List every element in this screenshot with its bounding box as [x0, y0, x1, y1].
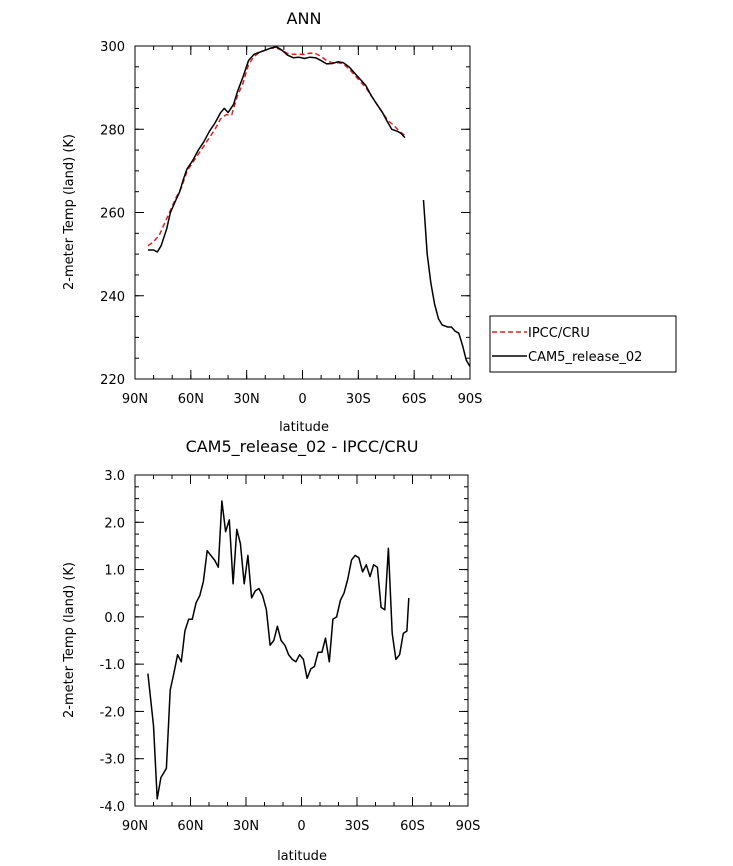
- y-tick-label: -2.0: [100, 705, 125, 720]
- panel-title: ANN: [287, 9, 322, 28]
- panel-title: CAM5_release_02 - IPCC/CRU: [186, 437, 419, 457]
- plot-frame: [134, 45, 471, 380]
- x-tick-label: 30S: [346, 392, 371, 407]
- series-line-cam5-release-02: [422, 199, 471, 367]
- x-tick-label: 90N: [122, 819, 148, 834]
- difference-panel: CAM5_release_02 - IPCC/CRU 3.0 2.0 1.0 0.0 -…: [62, 437, 480, 864]
- y-tick-label: 220: [100, 373, 125, 388]
- legend-label-ipcc-cru: IPCC/CRU: [528, 326, 590, 341]
- series-lines: [147, 46, 471, 367]
- x-axis-label: latitude: [279, 420, 329, 435]
- x-tick-label: 90N: [122, 392, 148, 407]
- y-tick-label: 2.0: [104, 516, 125, 531]
- legend-label-cam5: CAM5_release_02: [528, 350, 642, 365]
- y-axis-label: 2-meter Temp (land) (K): [62, 562, 77, 718]
- series-line-ipcc-cru: [147, 47, 406, 247]
- x-tick-label: 30N: [234, 392, 260, 407]
- x-tick-label: 90S: [456, 819, 481, 834]
- x-axis-label: latitude: [277, 849, 327, 864]
- x-tick-label: 60N: [178, 392, 204, 407]
- y-tick-label: 300: [100, 40, 125, 55]
- legend-box: [489, 315, 677, 373]
- y-axis-label: 2-meter Temp (land) (K): [62, 134, 77, 290]
- y-tick-label: -3.0: [100, 753, 125, 768]
- x-tick-label: 0: [298, 392, 306, 407]
- x-tick-label: 0: [297, 819, 305, 834]
- legend: IPCC/CRU CAM5_release_02: [489, 315, 677, 373]
- x-tick-label: 90S: [458, 392, 483, 407]
- y-tick-label: 240: [100, 290, 125, 305]
- x-tick-label: 30N: [233, 819, 259, 834]
- y-tick-label: 0.0: [104, 611, 125, 626]
- plot-frame: [134, 474, 469, 807]
- x-tick-label: 60S: [402, 392, 427, 407]
- x-tick-label: 60N: [177, 819, 203, 834]
- x-tick-label: 60S: [400, 819, 425, 834]
- tick-marks: [134, 474, 469, 807]
- y-tick-label: -4.0: [100, 800, 125, 815]
- series-line-cam5-release-02: [148, 46, 406, 253]
- y-tick-labels: 300 280 260 240 220: [100, 40, 125, 388]
- y-tick-labels: 3.0 2.0 1.0 0.0 -1.0 -2.0 -3.0 -4.0: [100, 469, 125, 815]
- y-tick-label: 260: [100, 207, 125, 222]
- y-tick-label: 1.0: [104, 564, 125, 579]
- x-tick-label: 30S: [345, 819, 370, 834]
- y-tick-label: 3.0: [104, 469, 125, 484]
- y-tick-label: 280: [100, 123, 125, 138]
- x-tick-labels: 90N 60N 30N 0 30S 60S 90S: [122, 819, 481, 834]
- x-tick-labels: 90N 60N 30N 0 30S 60S 90S: [122, 392, 483, 407]
- y-tick-label: -1.0: [100, 658, 125, 673]
- series-line-cam5-release-02-ipcc-cru: [147, 500, 410, 800]
- tick-marks: [134, 45, 471, 380]
- series-lines: [147, 500, 410, 800]
